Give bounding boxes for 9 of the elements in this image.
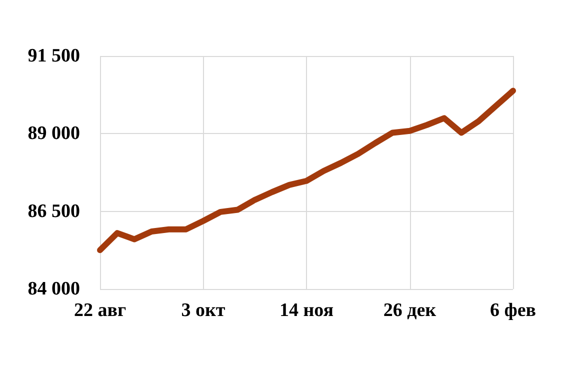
x-tick-label: 22 авг [74,300,126,321]
x-tick-label: 3 окт [181,300,226,321]
y-tick-label: 86 500 [28,200,80,222]
y-tick-label: 91 500 [28,46,80,66]
y-tick-label: 89 000 [28,123,80,144]
x-tick-label: 26 дек [383,300,436,321]
x-tick-label: 14 ноя [279,300,334,321]
y-tick-label: 84 000 [28,278,80,300]
x-tick-label: 6 фев [490,300,536,321]
